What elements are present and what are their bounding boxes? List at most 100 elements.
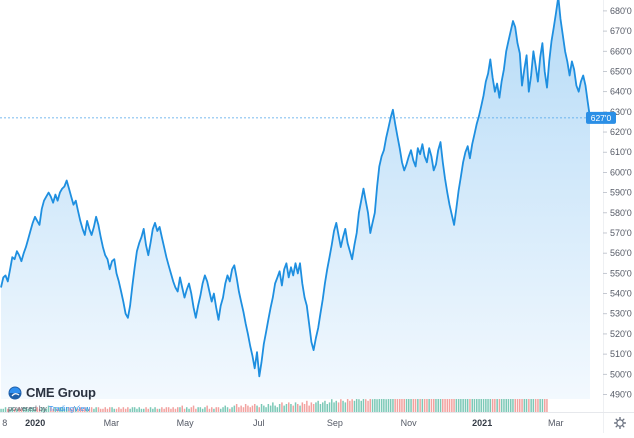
volume-bar <box>36 407 38 412</box>
volume-bar <box>292 405 294 412</box>
volume-bar <box>0 408 2 412</box>
volume-bar <box>349 400 351 412</box>
volume-bar <box>59 407 61 412</box>
price-line <box>0 0 591 378</box>
volume-bar <box>263 405 265 412</box>
volume-bar <box>337 402 340 412</box>
volume-bar <box>43 407 45 412</box>
volume-bar <box>174 408 177 412</box>
volume-bar <box>260 404 263 412</box>
last-price-badge: 627'0 <box>586 111 616 124</box>
volume-bar <box>405 394 408 412</box>
volume-bar <box>122 407 125 412</box>
volume-bar <box>433 388 435 412</box>
volume-bar <box>426 391 428 412</box>
volume-bar <box>294 402 297 412</box>
volume-bar <box>129 408 131 412</box>
volume-bar <box>247 405 249 412</box>
volume-bar <box>224 405 226 412</box>
volume-bar <box>75 407 77 412</box>
volume-bar <box>333 402 335 412</box>
volume-bar <box>376 399 378 412</box>
time-tick-label: Mar <box>104 418 120 428</box>
volume-bar <box>374 397 376 412</box>
volume-bar <box>444 386 446 412</box>
volume-bar <box>172 407 174 412</box>
volume-bar <box>355 397 358 412</box>
powered-prefix: powered by <box>8 404 49 413</box>
volume-bar <box>394 394 396 412</box>
volume-bar <box>213 408 215 412</box>
volume-bar <box>396 396 399 412</box>
volume-bar <box>99 408 102 412</box>
price-tick-label: 550'0 <box>610 268 632 278</box>
volume-bar <box>18 407 20 412</box>
volume-bar <box>106 408 109 412</box>
volume-bar <box>335 400 337 412</box>
volume-bar <box>235 404 238 412</box>
volume-bar <box>45 408 48 412</box>
volume-bar <box>88 408 91 412</box>
price-tick-label: 610'0 <box>610 147 632 157</box>
volume-bar <box>149 407 152 412</box>
volume-bar <box>97 407 100 412</box>
volume-bar <box>52 408 54 412</box>
price-tick-label: 620'0 <box>610 127 632 137</box>
volume-bar <box>215 407 217 412</box>
volume-bar <box>240 405 242 412</box>
time-axis: 8 2020 Mar May Jul Sep Nov 2021 Mar <box>2 418 563 428</box>
volume-bar <box>118 407 120 412</box>
volume-bar <box>403 392 405 412</box>
brand-name: CME Group <box>26 385 96 400</box>
volume-bar <box>306 400 308 412</box>
price-tick-label: 490'0 <box>610 390 632 400</box>
volume-bar <box>423 389 426 412</box>
volume-bar <box>353 400 356 412</box>
volume-bar <box>428 386 430 412</box>
price-tick-label: 520'0 <box>610 329 632 339</box>
gear-icon[interactable] <box>614 417 626 429</box>
volume-bar <box>25 407 27 412</box>
volume-bar <box>251 405 254 412</box>
tradingview-link[interactable]: TradingView <box>48 404 91 413</box>
volume-bar <box>133 407 136 412</box>
volume-bar <box>274 405 276 412</box>
volume-bar <box>281 402 283 412</box>
volume-bar <box>47 405 50 412</box>
volume-bar <box>93 408 95 412</box>
volume-bar <box>303 404 306 412</box>
volume-bar <box>27 408 29 412</box>
volume-bar <box>439 388 442 412</box>
volume-bar <box>392 397 394 412</box>
volume-bar <box>183 408 186 412</box>
price-tick-label: 570'0 <box>610 228 632 238</box>
volume-bar <box>430 392 433 412</box>
volume-bar <box>158 408 161 412</box>
time-tick-label: 8 <box>2 418 7 428</box>
volume-bar <box>389 392 392 412</box>
price-tick-label: 600'0 <box>610 167 632 177</box>
price-tick-label: 630'0 <box>610 107 632 117</box>
volume-bar <box>188 408 190 412</box>
time-tick-label: 2020 <box>25 418 45 428</box>
volume-bar <box>115 408 118 412</box>
volume-bar <box>152 408 154 412</box>
volume-bar <box>367 400 369 412</box>
volume-bar <box>290 404 292 412</box>
volume-bar <box>385 399 387 412</box>
volume-bar <box>204 407 206 412</box>
price-tick-label: 670'0 <box>610 26 632 36</box>
price-area <box>1 0 590 399</box>
volume-bar <box>231 407 233 412</box>
cme-group-logo[interactable]: CME Group powered by TradingView <box>6 385 116 415</box>
price-tick-label: 590'0 <box>610 188 632 198</box>
volume-bar <box>90 407 93 412</box>
volume-bar <box>199 407 202 412</box>
last-price-label: 627'0 <box>591 113 612 123</box>
volume-bar <box>301 402 304 412</box>
volume-bar <box>322 402 324 412</box>
volume-bar <box>77 408 79 412</box>
volume-bar <box>56 408 59 412</box>
